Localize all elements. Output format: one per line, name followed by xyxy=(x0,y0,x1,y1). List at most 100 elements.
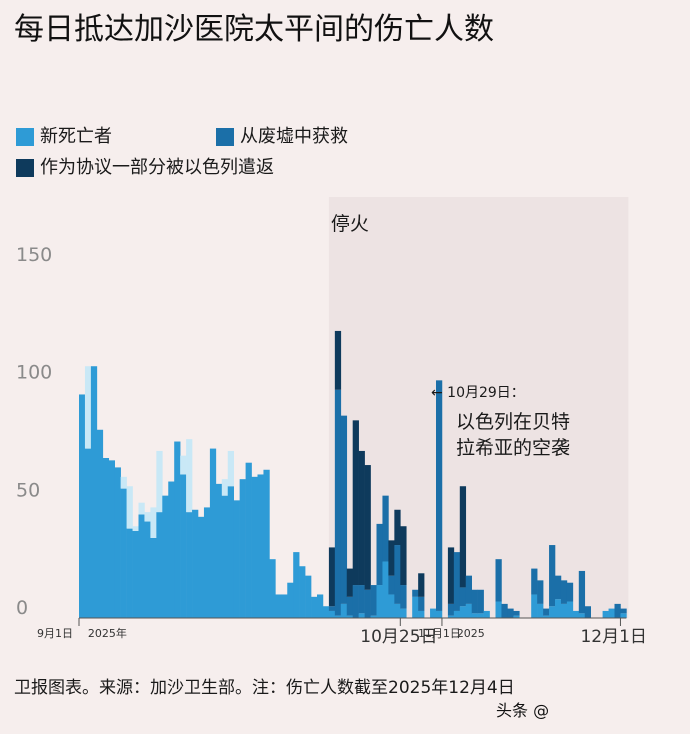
bar-new-deaths xyxy=(394,603,401,618)
bar-light xyxy=(120,476,127,489)
legend-item-new-deaths: 新死亡者 xyxy=(16,125,112,149)
bar-new-deaths xyxy=(459,606,467,618)
bar-rubble xyxy=(477,589,484,614)
bar-new-deaths xyxy=(346,615,353,618)
bar-new-deaths xyxy=(566,601,574,618)
bar-new-deaths xyxy=(96,429,104,618)
bar-new-deaths xyxy=(370,615,377,618)
bar-rubble xyxy=(531,568,538,595)
bar-new-deaths xyxy=(156,512,163,618)
y-tick-label: 150 xyxy=(16,244,52,266)
bar-returned xyxy=(358,450,365,586)
bar-rubble xyxy=(418,596,425,611)
y-tick-label: 0 xyxy=(16,597,28,619)
bar-new-deaths xyxy=(560,603,568,618)
bar-light xyxy=(186,439,193,513)
bar-rubble xyxy=(352,585,359,618)
footer-note: 卫报图表。来源：加沙卫生部。注：伤亡人数截至2025年12月4日 xyxy=(14,678,515,698)
legend-swatch-returned xyxy=(16,159,34,177)
bar-rubble xyxy=(513,610,520,616)
bar-new-deaths xyxy=(418,610,425,618)
ceasefire-label: 停火 xyxy=(331,213,369,235)
bar-returned xyxy=(328,547,336,607)
legend-item-returned: 作为协议一部分被以色列遣返 xyxy=(16,156,274,180)
bar-returned xyxy=(400,526,407,586)
bar-rubble xyxy=(394,545,401,604)
bar-new-deaths xyxy=(281,594,288,618)
x-tick-label: 10月25日 xyxy=(360,627,437,647)
bar-rubble xyxy=(543,608,550,616)
bar-returned xyxy=(352,420,359,586)
bar-returned xyxy=(394,509,401,546)
bar-new-deaths xyxy=(102,457,110,618)
bar-rubble xyxy=(501,603,508,618)
bar-rubble xyxy=(566,582,574,602)
bar-rubble xyxy=(436,380,443,611)
bar-new-deaths xyxy=(430,608,437,618)
y-tick-label: 100 xyxy=(16,362,52,384)
bar-new-deaths xyxy=(198,516,205,618)
bar-rubble xyxy=(346,596,353,616)
bar-rubble xyxy=(334,389,342,616)
bar-returned xyxy=(346,568,353,597)
bar-returned xyxy=(334,330,342,390)
bar-new-deaths xyxy=(174,441,181,618)
x-tick-label: 2025 xyxy=(457,627,485,640)
bar-new-deaths xyxy=(376,585,383,618)
watermark: 头条 @ xyxy=(496,701,550,720)
bar-new-deaths xyxy=(513,615,520,618)
bar-new-deaths xyxy=(620,613,627,618)
bar-new-deaths xyxy=(251,476,258,618)
bar-rubble xyxy=(382,495,389,562)
bar-new-deaths xyxy=(340,603,348,618)
bar-new-deaths xyxy=(269,559,276,618)
bar-new-deaths xyxy=(602,610,609,618)
bar-new-deaths xyxy=(531,594,538,618)
bar-new-deaths xyxy=(227,486,234,618)
bar-new-deaths xyxy=(572,610,580,618)
bar-new-deaths xyxy=(186,512,193,618)
bar-new-deaths xyxy=(322,606,330,618)
bar-new-deaths xyxy=(412,596,419,618)
annotation-text: 拉希亚的空袭 xyxy=(456,437,570,459)
bar-new-deaths xyxy=(257,474,264,618)
annotation-text: 以色列在贝特 xyxy=(456,411,570,433)
bar-returned xyxy=(388,540,395,576)
bar-new-deaths xyxy=(84,448,92,618)
x-tick-label: 9月1日 xyxy=(37,627,73,640)
bar-rubble xyxy=(453,552,461,611)
bar-new-deaths xyxy=(180,474,187,618)
bar-rubble xyxy=(507,608,514,618)
bar-light xyxy=(227,450,234,487)
bar-new-deaths xyxy=(162,495,169,618)
bar-new-deaths xyxy=(305,575,312,618)
bar-new-deaths xyxy=(328,610,336,618)
bar-rubble xyxy=(388,575,395,595)
ceasefire-shading xyxy=(328,197,629,618)
bar-new-deaths xyxy=(138,514,145,618)
bar-light xyxy=(150,507,157,538)
legend-label-returned: 作为协议一部分被以色列遣返 xyxy=(40,157,274,178)
bar-returned xyxy=(418,573,425,597)
bar-rubble xyxy=(560,580,568,604)
bar-new-deaths xyxy=(358,613,365,618)
bar-rubble xyxy=(555,575,562,600)
bar-new-deaths xyxy=(245,462,252,618)
bar-rubble xyxy=(412,589,419,597)
bar-rubble xyxy=(549,545,556,607)
bar-new-deaths xyxy=(90,366,98,618)
bar-rubble xyxy=(465,575,472,604)
bar-new-deaths xyxy=(203,507,211,618)
bar-new-deaths xyxy=(388,594,395,618)
bar-rubble xyxy=(328,606,336,611)
legend-swatch-new-deaths xyxy=(16,128,34,146)
bar-light xyxy=(180,455,187,475)
bar-new-deaths xyxy=(221,495,229,618)
bar-new-deaths xyxy=(483,610,490,618)
bar-new-deaths xyxy=(79,394,86,618)
bar-new-deaths xyxy=(608,608,615,618)
bar-new-deaths xyxy=(215,483,223,618)
bar-new-deaths xyxy=(114,467,121,618)
bar-rubble xyxy=(376,523,383,586)
